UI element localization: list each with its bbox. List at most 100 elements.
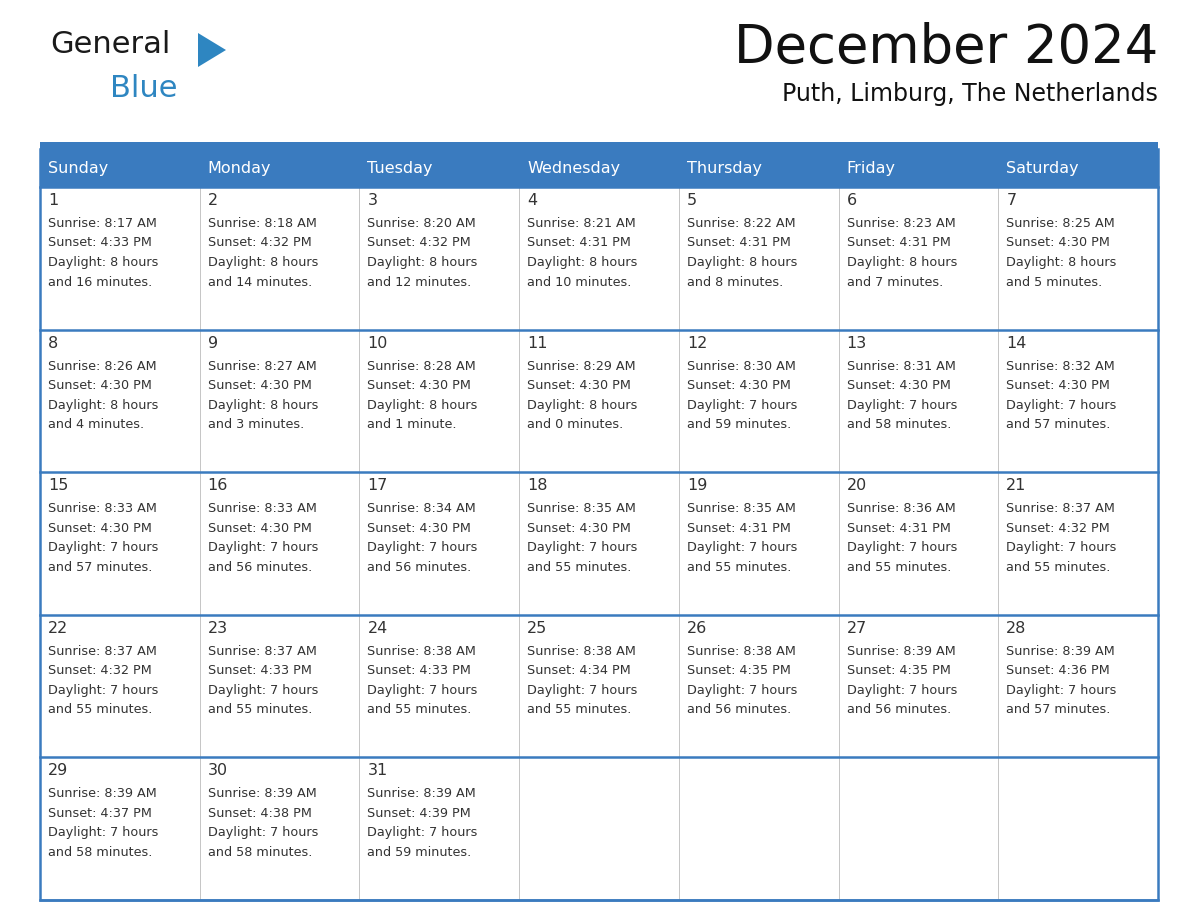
Bar xyxy=(998,472,1158,615)
Bar xyxy=(678,187,839,330)
Text: Daylight: 8 hours: Daylight: 8 hours xyxy=(367,256,478,269)
Text: Daylight: 7 hours: Daylight: 7 hours xyxy=(367,684,478,697)
Text: Monday: Monday xyxy=(208,161,271,175)
Text: Sunset: 4:30 PM: Sunset: 4:30 PM xyxy=(367,379,472,392)
Text: Sunrise: 8:39 AM: Sunrise: 8:39 AM xyxy=(367,788,476,800)
Text: Sunrise: 8:18 AM: Sunrise: 8:18 AM xyxy=(208,217,316,230)
Text: and 4 minutes.: and 4 minutes. xyxy=(48,418,144,431)
Text: 30: 30 xyxy=(208,764,228,778)
Text: Sunset: 4:31 PM: Sunset: 4:31 PM xyxy=(687,521,791,534)
Text: Sunrise: 8:37 AM: Sunrise: 8:37 AM xyxy=(1006,502,1116,515)
Bar xyxy=(40,149,200,187)
Text: Sunset: 4:33 PM: Sunset: 4:33 PM xyxy=(48,237,152,250)
Bar xyxy=(519,615,678,757)
Text: 2: 2 xyxy=(208,193,217,208)
Text: Sunrise: 8:23 AM: Sunrise: 8:23 AM xyxy=(847,217,955,230)
Bar xyxy=(360,472,519,615)
Text: and 1 minute.: and 1 minute. xyxy=(367,418,457,431)
Text: Sunset: 4:32 PM: Sunset: 4:32 PM xyxy=(1006,521,1110,534)
Text: Daylight: 8 hours: Daylight: 8 hours xyxy=(208,256,318,269)
Text: 10: 10 xyxy=(367,336,387,351)
Text: and 59 minutes.: and 59 minutes. xyxy=(367,845,472,859)
Text: 31: 31 xyxy=(367,764,387,778)
Bar xyxy=(998,330,1158,472)
Bar xyxy=(839,149,998,187)
Bar xyxy=(839,615,998,757)
Text: Sunset: 4:35 PM: Sunset: 4:35 PM xyxy=(847,665,950,677)
Text: Daylight: 7 hours: Daylight: 7 hours xyxy=(847,542,958,554)
Text: Daylight: 7 hours: Daylight: 7 hours xyxy=(1006,684,1117,697)
Text: Sunset: 4:30 PM: Sunset: 4:30 PM xyxy=(527,379,631,392)
Text: Sunset: 4:30 PM: Sunset: 4:30 PM xyxy=(1006,237,1110,250)
Text: Daylight: 7 hours: Daylight: 7 hours xyxy=(527,542,638,554)
Text: Sunset: 4:30 PM: Sunset: 4:30 PM xyxy=(48,379,152,392)
Text: Sunset: 4:36 PM: Sunset: 4:36 PM xyxy=(1006,665,1110,677)
Text: Sunrise: 8:29 AM: Sunrise: 8:29 AM xyxy=(527,360,636,373)
Text: Puth, Limburg, The Netherlands: Puth, Limburg, The Netherlands xyxy=(782,82,1158,106)
Text: Saturday: Saturday xyxy=(1006,161,1079,175)
Text: Sunset: 4:32 PM: Sunset: 4:32 PM xyxy=(367,237,472,250)
Text: and 57 minutes.: and 57 minutes. xyxy=(1006,703,1111,716)
Text: 12: 12 xyxy=(687,336,707,351)
Text: Daylight: 8 hours: Daylight: 8 hours xyxy=(847,256,958,269)
Text: Sunset: 4:30 PM: Sunset: 4:30 PM xyxy=(367,521,472,534)
Text: Daylight: 8 hours: Daylight: 8 hours xyxy=(1006,256,1117,269)
Text: Sunset: 4:30 PM: Sunset: 4:30 PM xyxy=(847,379,950,392)
Text: Daylight: 7 hours: Daylight: 7 hours xyxy=(847,684,958,697)
Text: 5: 5 xyxy=(687,193,697,208)
Bar xyxy=(519,330,678,472)
Bar xyxy=(678,757,839,900)
Text: Daylight: 7 hours: Daylight: 7 hours xyxy=(208,826,318,839)
Text: Daylight: 7 hours: Daylight: 7 hours xyxy=(527,684,638,697)
Text: Sunset: 4:30 PM: Sunset: 4:30 PM xyxy=(1006,379,1110,392)
Text: Sunrise: 8:38 AM: Sunrise: 8:38 AM xyxy=(527,644,636,658)
Text: 15: 15 xyxy=(48,478,69,493)
Text: Sunrise: 8:22 AM: Sunrise: 8:22 AM xyxy=(687,217,796,230)
Bar xyxy=(360,149,519,187)
Bar xyxy=(200,757,360,900)
Text: and 55 minutes.: and 55 minutes. xyxy=(208,703,312,716)
Text: Sunrise: 8:38 AM: Sunrise: 8:38 AM xyxy=(687,644,796,658)
Text: December 2024: December 2024 xyxy=(734,22,1158,74)
Text: Sunrise: 8:37 AM: Sunrise: 8:37 AM xyxy=(208,644,316,658)
Text: Sunset: 4:34 PM: Sunset: 4:34 PM xyxy=(527,665,631,677)
Text: Daylight: 7 hours: Daylight: 7 hours xyxy=(1006,542,1117,554)
Bar xyxy=(40,142,1158,149)
Text: and 56 minutes.: and 56 minutes. xyxy=(847,703,950,716)
Text: 26: 26 xyxy=(687,621,707,636)
Text: and 55 minutes.: and 55 minutes. xyxy=(847,561,950,574)
Text: Daylight: 7 hours: Daylight: 7 hours xyxy=(687,684,797,697)
Text: Sunrise: 8:30 AM: Sunrise: 8:30 AM xyxy=(687,360,796,373)
Text: Sunrise: 8:26 AM: Sunrise: 8:26 AM xyxy=(48,360,157,373)
Bar xyxy=(519,187,678,330)
Text: Friday: Friday xyxy=(847,161,896,175)
Bar xyxy=(678,472,839,615)
Text: Sunrise: 8:27 AM: Sunrise: 8:27 AM xyxy=(208,360,316,373)
Bar xyxy=(40,330,200,472)
Text: Daylight: 7 hours: Daylight: 7 hours xyxy=(687,398,797,411)
Text: and 10 minutes.: and 10 minutes. xyxy=(527,275,632,288)
Text: Sunrise: 8:21 AM: Sunrise: 8:21 AM xyxy=(527,217,636,230)
Bar xyxy=(200,615,360,757)
Text: Daylight: 8 hours: Daylight: 8 hours xyxy=(527,256,638,269)
Text: 21: 21 xyxy=(1006,478,1026,493)
Text: Sunset: 4:32 PM: Sunset: 4:32 PM xyxy=(208,237,311,250)
Text: 9: 9 xyxy=(208,336,217,351)
Text: 8: 8 xyxy=(48,336,58,351)
Text: Sunset: 4:30 PM: Sunset: 4:30 PM xyxy=(48,521,152,534)
Text: Sunrise: 8:25 AM: Sunrise: 8:25 AM xyxy=(1006,217,1116,230)
Bar xyxy=(678,615,839,757)
Text: Sunset: 4:30 PM: Sunset: 4:30 PM xyxy=(208,379,311,392)
Text: and 12 minutes.: and 12 minutes. xyxy=(367,275,472,288)
Text: Sunrise: 8:38 AM: Sunrise: 8:38 AM xyxy=(367,644,476,658)
Text: and 16 minutes.: and 16 minutes. xyxy=(48,275,152,288)
Text: Daylight: 7 hours: Daylight: 7 hours xyxy=(208,542,318,554)
Text: and 56 minutes.: and 56 minutes. xyxy=(367,561,472,574)
Text: Sunrise: 8:31 AM: Sunrise: 8:31 AM xyxy=(847,360,955,373)
Bar xyxy=(200,149,360,187)
Text: 13: 13 xyxy=(847,336,867,351)
Bar xyxy=(200,330,360,472)
Polygon shape xyxy=(198,33,226,67)
Text: Sunrise: 8:39 AM: Sunrise: 8:39 AM xyxy=(48,788,157,800)
Bar xyxy=(519,149,678,187)
